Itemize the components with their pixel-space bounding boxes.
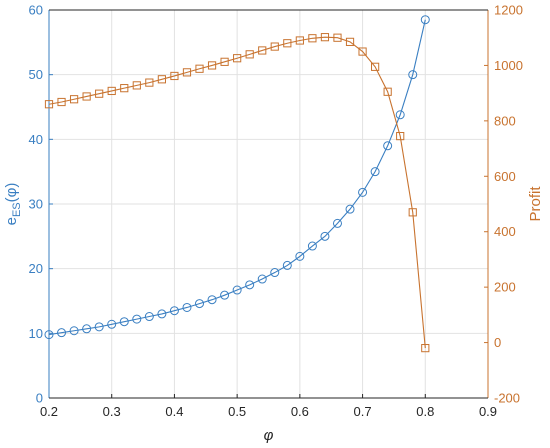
data-point-square <box>57 97 66 107</box>
data-point-circle <box>220 290 230 300</box>
data-point-square <box>371 62 380 71</box>
data-point-square <box>120 84 129 93</box>
data-point-circle <box>270 268 280 278</box>
data-point-square <box>283 39 292 48</box>
data-point-circle <box>245 280 255 290</box>
data-point-circle <box>44 330 54 340</box>
y-left-tick-label: 30 <box>29 197 43 212</box>
x-tick-label: 0.2 <box>40 404 58 419</box>
data-point-circle <box>69 326 79 336</box>
data-point-circle <box>408 70 418 80</box>
y-axis-right-title: Profit <box>527 186 544 222</box>
data-point-circle <box>295 251 305 261</box>
y-axis-left-title: eES(φ) <box>3 183 23 226</box>
data-point-circle <box>132 314 142 324</box>
series-markers <box>44 15 430 353</box>
data-point-square <box>195 64 204 73</box>
data-point-circle <box>420 15 430 25</box>
data-point-square <box>295 36 304 45</box>
data-point-circle <box>182 302 192 312</box>
y-right-tick-label: 0 <box>494 335 501 350</box>
data-point-circle <box>94 322 104 332</box>
y-right-tick-label: -200 <box>494 391 520 406</box>
data-point-square <box>233 54 242 63</box>
y-left-tick-label: 60 <box>29 3 43 18</box>
data-point-circle <box>82 324 92 334</box>
data-point-square <box>220 57 229 66</box>
x-tick-label: 0.9 <box>479 404 497 419</box>
data-point-square <box>308 34 317 43</box>
y-left-tick-label: 50 <box>29 67 43 82</box>
y-axis-left-title-main: e <box>3 217 20 225</box>
y-axis-left-title-sub: ES <box>11 202 23 217</box>
data-point-square <box>408 208 417 217</box>
data-point-square <box>333 33 342 42</box>
data-point-circle <box>207 295 217 305</box>
data-point-circle <box>395 110 405 120</box>
data-point-circle <box>257 274 267 284</box>
y-left-tick-label: 0 <box>36 391 43 406</box>
series-line-left <box>48 19 426 336</box>
data-point-square <box>44 100 54 109</box>
data-point-circle <box>370 167 380 177</box>
data-point-square <box>421 344 430 353</box>
x-tick-label: 0.8 <box>416 404 434 419</box>
y-left-tick-label: 20 <box>29 261 43 276</box>
data-point-square <box>132 81 141 90</box>
y-right-tick-label: 1200 <box>494 3 523 18</box>
data-point-square <box>95 89 104 98</box>
y-left-tick-label: 10 <box>29 326 43 341</box>
data-point-square <box>270 42 279 51</box>
series-line-right <box>48 36 426 349</box>
x-tick-label: 0.7 <box>354 404 372 419</box>
y-axis-left-title-arg: (φ) <box>3 183 20 203</box>
data-point-circle <box>195 299 205 309</box>
data-point-square <box>107 86 116 96</box>
data-point-circle <box>232 285 242 295</box>
data-point-square <box>345 37 355 46</box>
data-point-circle <box>383 141 393 151</box>
data-point-square <box>207 61 217 70</box>
data-point-square <box>145 78 154 87</box>
data-point-square <box>396 132 405 141</box>
tick-labels: 0.2 0.3 0.4 0.5 0.6 0.7 0.8 0.9 0 10 20 30 40 50 60 -20… <box>29 3 523 420</box>
data-point-circle <box>119 317 129 327</box>
data-point-circle <box>358 187 368 197</box>
data-point-square <box>157 75 166 84</box>
data-point-square <box>82 92 91 101</box>
data-point-square <box>258 46 267 55</box>
y-right-tick-label: 800 <box>494 113 516 128</box>
axes <box>48 9 489 399</box>
x-tick-label: 0.3 <box>103 404 121 419</box>
y-left-tick-label: 40 <box>29 132 43 147</box>
data-point-circle <box>144 312 154 322</box>
y-right-tick-label: 600 <box>494 169 516 184</box>
x-tick-label: 0.5 <box>228 404 246 419</box>
data-point-square <box>245 50 254 59</box>
data-point-square <box>358 47 367 56</box>
data-point-circle <box>332 218 342 228</box>
x-axis-title: φ <box>264 427 274 444</box>
y-right-tick-label: 1000 <box>494 58 523 73</box>
data-point-circle <box>345 204 355 214</box>
data-point-square <box>320 33 330 42</box>
series-lines <box>48 19 426 349</box>
data-point-square <box>182 68 192 77</box>
data-point-circle <box>282 260 292 270</box>
y-right-tick-label: 200 <box>494 280 516 295</box>
data-point-circle <box>169 306 179 316</box>
data-point-circle <box>107 319 117 329</box>
data-point-circle <box>57 328 67 338</box>
y-right-tick-label: 400 <box>494 224 516 239</box>
x-tick-label: 0.6 <box>291 404 309 419</box>
x-tick-label: 0.4 <box>165 404 183 419</box>
data-point-circle <box>157 309 167 319</box>
data-point-square <box>383 87 392 96</box>
data-point-square <box>69 95 79 104</box>
data-point-circle <box>307 241 317 251</box>
data-point-square <box>170 71 179 81</box>
data-point-circle <box>320 231 330 241</box>
